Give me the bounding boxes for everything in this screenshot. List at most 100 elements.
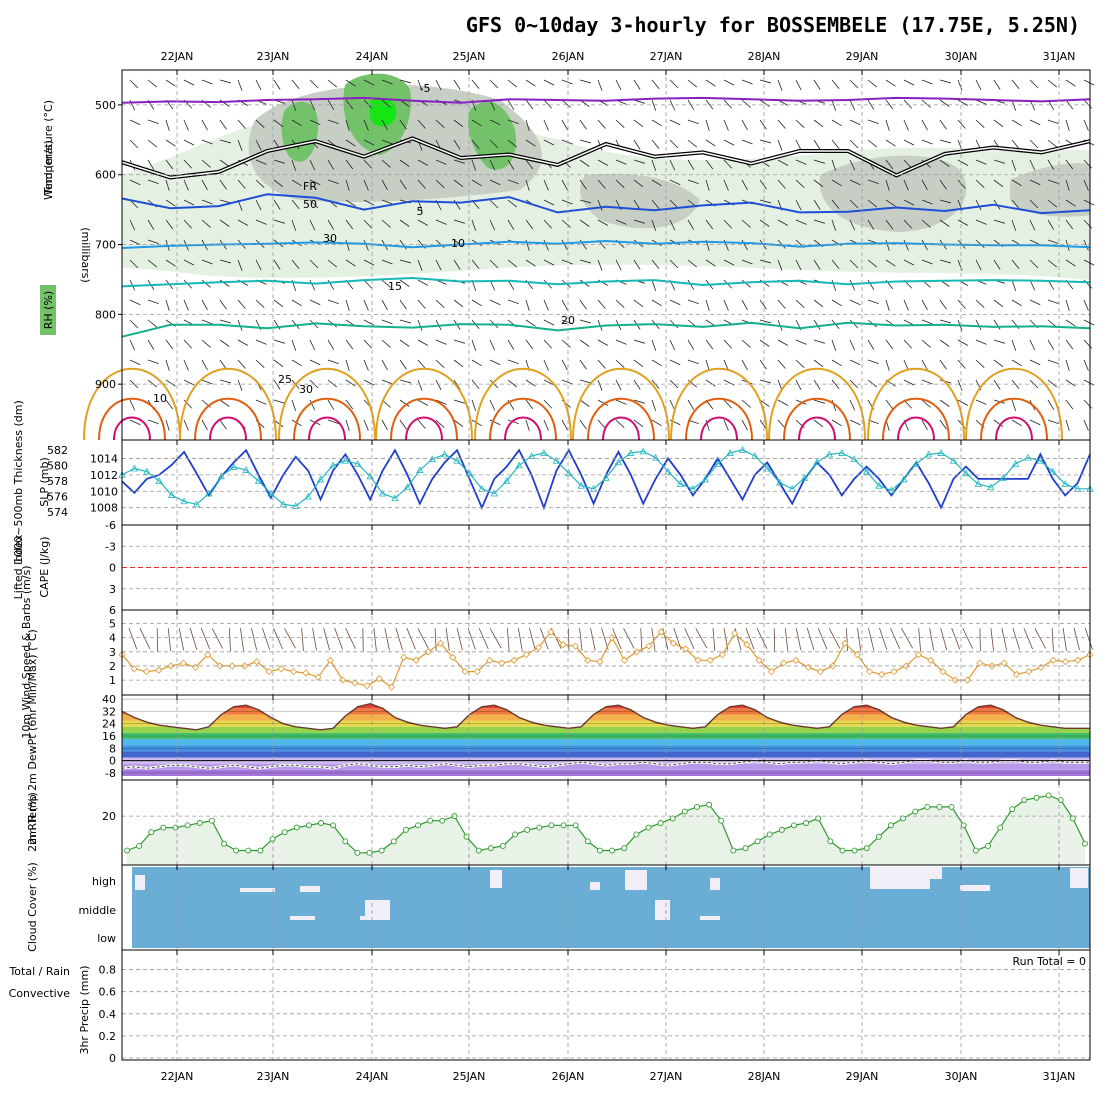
wind-barb bbox=[273, 299, 284, 308]
wind-barb bbox=[579, 359, 587, 370]
warm-isotherm-arc bbox=[867, 367, 965, 441]
wind-barb bbox=[939, 99, 950, 107]
wind-barb bbox=[201, 179, 208, 191]
wind-barb bbox=[165, 359, 170, 371]
wind-barb bbox=[939, 259, 952, 264]
wind-barb bbox=[453, 179, 464, 188]
wind10m-point bbox=[400, 653, 408, 662]
wind-barb bbox=[309, 119, 321, 126]
rh2m-point bbox=[815, 815, 822, 822]
wind-barb bbox=[381, 199, 393, 205]
wind-barb bbox=[255, 259, 262, 271]
thickness-point bbox=[304, 492, 312, 500]
wind-barb bbox=[165, 339, 174, 350]
wind-barb bbox=[669, 219, 676, 231]
wind-barb bbox=[705, 159, 714, 170]
wind-barb bbox=[849, 299, 861, 306]
wind10m-barb bbox=[251, 627, 258, 651]
wind-barb bbox=[651, 359, 662, 367]
wind-barb bbox=[777, 159, 789, 166]
wind-barb bbox=[183, 359, 189, 371]
contour-label: 5 bbox=[417, 205, 424, 218]
thickness-point bbox=[714, 460, 722, 467]
wind-barb bbox=[183, 179, 189, 191]
wind-barb bbox=[1011, 379, 1020, 390]
wind-barb bbox=[1011, 139, 1020, 150]
rh2m-point bbox=[766, 831, 773, 838]
wind-barb bbox=[1011, 279, 1017, 291]
thickness-point bbox=[776, 478, 784, 486]
wind-barb bbox=[831, 159, 837, 171]
wind-barb bbox=[939, 219, 950, 227]
slp-line bbox=[121, 448, 1091, 511]
wind-barb bbox=[1011, 399, 1017, 411]
wind-barb bbox=[993, 119, 1004, 128]
cloud-clear-gap bbox=[930, 867, 942, 879]
wind-barb bbox=[237, 259, 243, 271]
wind-barb bbox=[453, 419, 464, 428]
thickness-point bbox=[230, 463, 238, 470]
wind-barb bbox=[921, 339, 931, 348]
thickness-point bbox=[279, 500, 288, 508]
cape-axis-label: CAPE (J/kg) bbox=[38, 536, 51, 597]
wind-barb bbox=[831, 139, 840, 150]
temp2m-axis-label: 2m Temp 2m DewPt (6hr Min/Max) (°C) bbox=[26, 629, 39, 845]
wind-barb bbox=[579, 419, 587, 430]
wind10m-barb bbox=[1034, 628, 1046, 649]
wind-barb bbox=[669, 319, 679, 329]
wind-barb bbox=[489, 359, 501, 366]
wind-barb bbox=[201, 139, 213, 145]
wind10m-barb bbox=[846, 628, 849, 652]
wind-barb bbox=[921, 119, 928, 131]
wind10m-point bbox=[363, 682, 371, 690]
wind-barb bbox=[831, 419, 842, 427]
wind-barb bbox=[543, 419, 549, 431]
wind-barb bbox=[777, 279, 789, 286]
rh2m-point bbox=[463, 833, 470, 840]
wind10m-point bbox=[498, 659, 506, 667]
wind-barb bbox=[993, 79, 1001, 90]
wind-barb bbox=[1083, 379, 1095, 386]
wind-legend-label: Wind (m/s) bbox=[42, 140, 55, 200]
rh2m-point bbox=[439, 817, 446, 824]
wind-barb bbox=[543, 239, 549, 251]
wind10m-barb bbox=[879, 627, 888, 650]
wind10m-barb bbox=[1051, 628, 1054, 652]
thickness-point bbox=[242, 466, 250, 473]
rh2m-point bbox=[487, 845, 494, 852]
wind10m-barb bbox=[723, 627, 729, 651]
wind-barb bbox=[237, 179, 246, 189]
wind-barb bbox=[687, 119, 699, 125]
thickness-point bbox=[1061, 480, 1069, 488]
wind-barb bbox=[921, 79, 933, 85]
wind-barb bbox=[993, 259, 1001, 270]
wind-barb bbox=[579, 259, 592, 264]
wind-barb bbox=[399, 399, 410, 407]
wind-barb bbox=[903, 299, 909, 311]
wind-barb bbox=[345, 399, 354, 410]
wind-barb bbox=[309, 339, 316, 351]
wind-barb bbox=[291, 79, 300, 90]
wind-barb bbox=[507, 319, 518, 328]
wind-barb bbox=[345, 139, 356, 147]
wind-barb bbox=[615, 339, 627, 345]
wind-barb bbox=[327, 299, 339, 305]
wind-barb bbox=[777, 359, 786, 369]
temp-tick-label: 24 bbox=[102, 718, 116, 731]
wind-barb bbox=[669, 139, 679, 149]
wind-barb bbox=[183, 399, 193, 409]
wind-barb bbox=[903, 119, 909, 131]
wind10m-barb bbox=[200, 627, 211, 650]
wind-barb bbox=[399, 119, 407, 130]
wind-barb bbox=[885, 379, 896, 387]
wind-barb bbox=[273, 399, 285, 404]
wind10m-barb bbox=[517, 627, 523, 651]
thickness-point bbox=[949, 456, 958, 464]
thickness-point bbox=[788, 484, 796, 492]
wind-barb bbox=[1029, 299, 1041, 306]
rh2m-point bbox=[900, 815, 907, 822]
wind-barb bbox=[147, 179, 159, 185]
wind-barb bbox=[327, 219, 335, 230]
wind-barb bbox=[1047, 299, 1059, 305]
wind-barb bbox=[615, 379, 622, 391]
